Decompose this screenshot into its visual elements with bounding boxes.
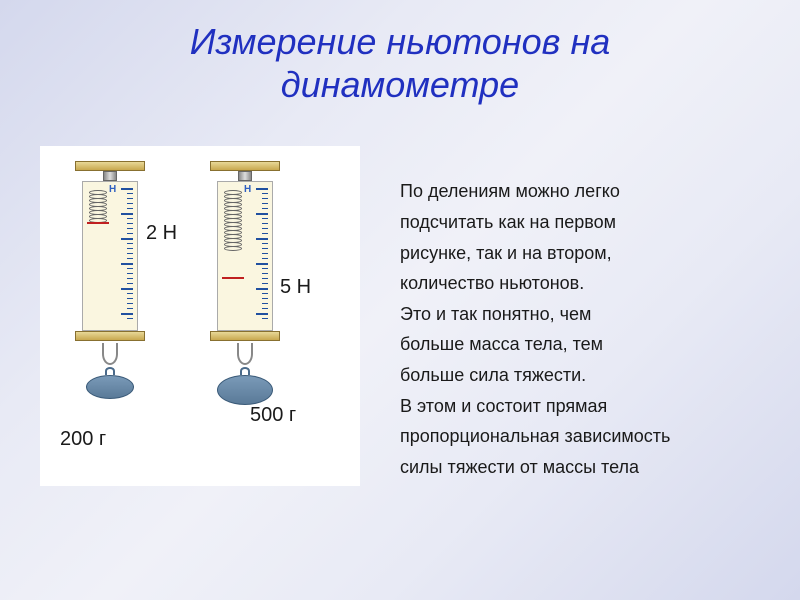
bottom-cap [210, 331, 280, 341]
dynamometer-left: Н [75, 161, 145, 399]
content-area: Н Н [0, 146, 800, 486]
text-line: По делениям можно легко [400, 176, 670, 207]
text-line: В этом и состоит прямая [400, 391, 670, 422]
spring [89, 190, 107, 222]
text-line: рисунке, так и на втором, [400, 238, 670, 269]
weight-hanger [240, 367, 250, 375]
mass-label-right: 500 г [250, 404, 296, 427]
mount-cylinder [103, 171, 117, 181]
mount-top [210, 161, 280, 171]
weight-body [217, 375, 273, 405]
force-label-right: 5 Н [280, 276, 311, 299]
scale [248, 188, 268, 324]
mount-cylinder [238, 171, 252, 181]
spring [224, 190, 242, 250]
slide-title: Измерение ньютонов на динамометре [0, 0, 800, 106]
text-line: Это и так понятно, чем [400, 299, 670, 330]
dynamometer-case: Н [217, 181, 273, 331]
title-line-1: Измерение ньютонов на [190, 21, 611, 62]
weight [75, 367, 145, 399]
text-line: силы тяжести от массы тела [400, 452, 670, 483]
indicator [222, 277, 244, 279]
text-line: подсчитать как на первом [400, 207, 670, 238]
body-text: По делениям можно легко подсчитать как н… [360, 146, 670, 486]
weight-hanger [105, 367, 115, 375]
text-line: количество ньютонов. [400, 268, 670, 299]
text-line: больше масса тела, тем [400, 329, 670, 360]
mount-top [75, 161, 145, 171]
dynamometer-diagram: Н Н [40, 146, 360, 486]
dynamometer-right: Н [210, 161, 280, 405]
bottom-cap [75, 331, 145, 341]
weight [210, 367, 280, 405]
hook [237, 343, 253, 365]
text-line: пропорциональная зависимость [400, 421, 670, 452]
weight-body [86, 375, 134, 399]
mass-label-left: 200 г [60, 428, 106, 451]
force-label-left: 2 Н [146, 222, 177, 245]
scale [113, 188, 133, 324]
hook [102, 343, 118, 365]
indicator [87, 222, 109, 224]
text-line: больше сила тяжести. [400, 360, 670, 391]
title-line-2: динамометре [281, 64, 519, 105]
dynamometer-case: Н [82, 181, 138, 331]
